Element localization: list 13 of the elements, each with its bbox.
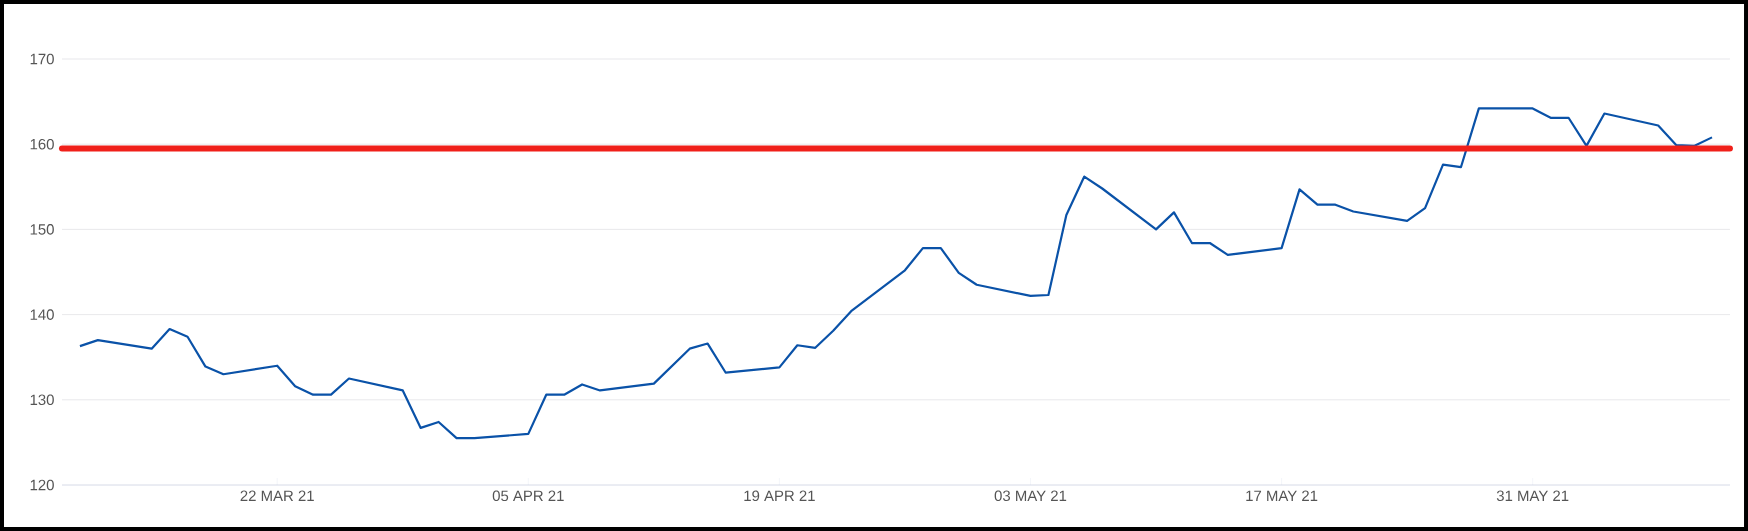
- y-tick-label: 140: [30, 309, 54, 320]
- x-tick-label: 17 MAY 21: [1246, 490, 1318, 501]
- line-series: [78, 107, 1714, 440]
- x-tick-label: 05 APR 21: [492, 490, 564, 502]
- x-tick-label: 19 APR 21: [744, 490, 815, 502]
- y-tick-label: 150: [30, 224, 54, 235]
- x-tick-label: 03 MAY 21: [994, 490, 1067, 502]
- y-tick-label: 130: [30, 394, 54, 406]
- x-tick-label: 31 MAY 21: [1496, 490, 1569, 502]
- y-tick-label: 160: [30, 138, 54, 150]
- y-tick-label: 170: [30, 53, 54, 65]
- x-tick-label: 22 MAR 21: [240, 490, 314, 501]
- y-tick-label: 120: [30, 479, 54, 491]
